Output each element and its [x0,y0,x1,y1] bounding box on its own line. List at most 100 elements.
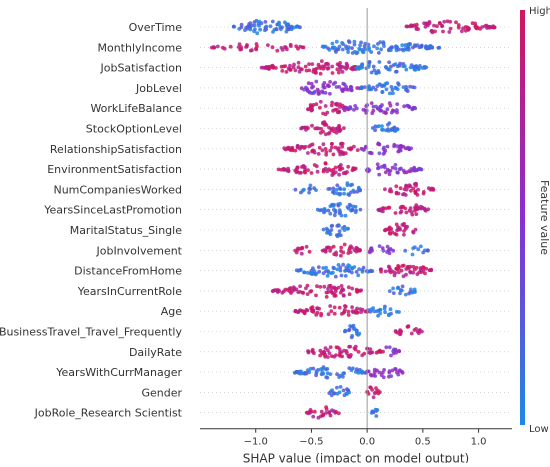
data-point [326,355,330,359]
data-point [373,87,378,92]
data-point [315,169,320,174]
data-point [401,64,405,69]
data-point [316,265,321,269]
data-point [287,146,292,150]
data-point [326,62,331,67]
data-point [312,186,316,191]
data-point [405,324,410,329]
data-point [311,91,316,95]
data-point [270,45,275,50]
data-point [310,85,314,90]
data-point [327,167,331,172]
data-point [322,64,327,69]
data-point [348,344,353,349]
data-point [374,414,379,418]
data-point [410,107,415,112]
data-point [395,110,399,115]
data-point [344,106,349,110]
data-point [358,207,363,212]
data-point [339,163,343,167]
data-point [306,151,310,155]
data-point [408,269,412,274]
data-point [337,232,342,237]
data-point [405,103,410,108]
data-point [376,42,380,46]
data-point [335,191,340,196]
data-point [433,29,437,34]
data-point [319,367,323,371]
data-point [352,39,357,44]
data-point [382,163,387,168]
data-point [388,187,393,192]
data-point [377,142,382,147]
data-point [305,270,310,275]
data-point [388,91,392,96]
data-point [231,24,236,29]
data-point [416,187,420,192]
data-point [276,167,281,172]
data-point [315,207,320,212]
x-axis: −1.0 −0.5 0.0 0.5 1.0 [200,428,512,448]
data-point [390,165,395,170]
data-point [338,385,343,389]
data-point [350,46,354,50]
data-point [401,48,406,53]
data-point [298,284,302,289]
data-point [333,48,338,53]
data-point [303,64,308,69]
colorbar: High Low Feature value [520,6,550,435]
feature-label: MonthlyIncome [97,41,182,54]
data-point [413,245,417,250]
data-point [339,249,343,253]
data-point [359,63,364,67]
data-point [342,393,347,398]
data-point [381,206,386,211]
data-point [474,24,478,28]
data-point [387,345,392,350]
data-point [288,42,293,47]
data-point [237,42,242,47]
data-point [330,71,335,75]
data-point [300,67,304,72]
data-point [426,207,431,212]
data-point [407,147,412,152]
data-point [348,85,353,90]
data-point [391,286,395,291]
data-point [369,246,373,251]
data-point [292,288,297,292]
data-point [291,65,296,70]
data-point [346,309,351,314]
data-point [353,344,358,349]
data-point [348,354,352,359]
data-point [347,269,352,273]
data-point [384,345,389,350]
data-point [337,44,342,49]
data-point [304,127,308,132]
data-point [337,229,342,234]
data-point [399,268,404,273]
data-point [306,107,310,112]
data-point [329,103,334,108]
data-point [383,81,388,86]
data-point [398,186,403,191]
data-point [331,167,336,172]
data-point [396,227,401,232]
data-point [393,163,398,167]
data-point [393,62,398,67]
data-point [388,103,393,108]
data-point [375,162,380,167]
data-point [436,46,441,50]
data-point [411,264,416,269]
data-point [369,411,374,415]
data-point [427,21,432,25]
data-point [333,170,338,175]
data-point [248,21,253,25]
data-point [362,85,367,89]
data-point [310,148,315,153]
data-point [404,87,408,92]
data-point [288,63,292,68]
data-point [398,291,402,296]
data-point [484,23,489,28]
data-point [338,152,343,157]
data-point [383,187,387,192]
